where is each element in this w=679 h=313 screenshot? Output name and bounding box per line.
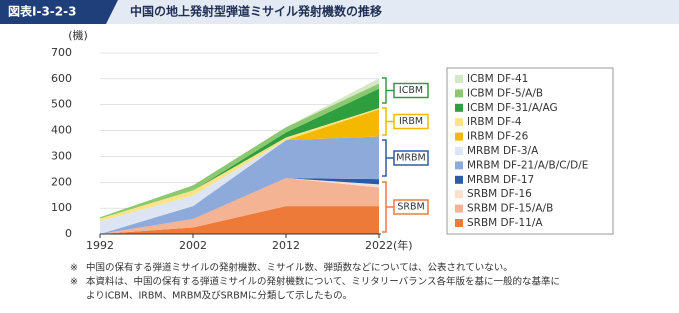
legend-swatch bbox=[455, 89, 463, 98]
group-box bbox=[393, 199, 429, 215]
area bbox=[100, 83, 379, 219]
note-text: よりICBM、IRBM、MRBM及びSRBMに分類して示したもの。 bbox=[86, 291, 352, 302]
y-tick-label: 0 bbox=[65, 227, 72, 240]
area bbox=[100, 206, 379, 234]
y-tick-label: 700 bbox=[51, 46, 72, 59]
y-tick-label: 600 bbox=[51, 72, 72, 85]
x-tick-label: 2022 bbox=[365, 239, 393, 252]
group-bracket bbox=[382, 77, 394, 104]
legend-swatch bbox=[455, 75, 463, 83]
group-label: IRBM bbox=[399, 116, 423, 127]
group-bracket bbox=[382, 139, 394, 177]
legend-label: SRBM DF-11/A bbox=[467, 217, 543, 229]
legend-swatch bbox=[455, 161, 463, 170]
group-bracket bbox=[382, 181, 394, 233]
legend-swatch bbox=[455, 147, 463, 155]
note-text: 本資料は、中国の保有する弾道ミサイルの発射機数について、ミリタリーバランス各年版… bbox=[86, 276, 560, 288]
legend-swatch bbox=[455, 132, 463, 141]
area bbox=[100, 109, 379, 222]
y-tick-label: 200 bbox=[51, 175, 72, 188]
x-unit: (年) bbox=[393, 238, 413, 252]
legend-swatch bbox=[455, 190, 463, 199]
legend-label: ICBM DF-31/A/AG bbox=[467, 102, 558, 114]
x-tick-label: 2012 bbox=[272, 239, 300, 252]
area bbox=[100, 178, 379, 234]
x-tick-label: 1992 bbox=[86, 239, 114, 252]
legend-label: IRBM DF-26 bbox=[467, 131, 529, 143]
legend-label: SRBM DF-15/A/B bbox=[467, 203, 553, 215]
y-tick-label: 500 bbox=[51, 98, 72, 111]
group-bracket bbox=[382, 107, 394, 136]
area bbox=[100, 136, 379, 234]
note-mark: ※ bbox=[70, 277, 78, 288]
y-tick-label: 100 bbox=[51, 201, 72, 214]
group-box bbox=[393, 113, 429, 130]
note-mark: ※ bbox=[70, 263, 78, 274]
legend-box bbox=[446, 67, 614, 235]
legend-label: IRBM DF-4 bbox=[467, 116, 522, 128]
legend-label: ICBM DF-5/A/B bbox=[467, 87, 543, 99]
group-label: MRBM bbox=[396, 153, 426, 164]
legend-label: MRBM DF-3/A bbox=[467, 145, 539, 157]
legend-label: ICBM DF-41 bbox=[467, 73, 528, 85]
group-box bbox=[393, 150, 429, 166]
legend-label: MRBM DF-21/A/B/C/D/E bbox=[467, 159, 588, 171]
legend-swatch bbox=[455, 219, 463, 227]
legend-swatch bbox=[455, 175, 463, 184]
legend-swatch bbox=[455, 103, 463, 112]
legend-label: SRBM DF-16 bbox=[467, 188, 532, 200]
legend-label: MRBM DF-17 bbox=[467, 174, 534, 186]
note-text: 中国の保有する弾道ミサイルの発射機数、ミサイル数、弾頭数などについては、公表され… bbox=[86, 262, 513, 274]
title: 中国の地上発射型弾道ミサイル発射機数の推移 bbox=[130, 4, 382, 19]
x-tick-label: 2002 bbox=[179, 239, 207, 252]
legend-swatch bbox=[455, 204, 463, 213]
y-unit: (機) bbox=[68, 28, 88, 42]
y-tick-label: 400 bbox=[51, 124, 72, 137]
group-box bbox=[393, 82, 429, 99]
area bbox=[100, 178, 379, 234]
group-label: SRBM bbox=[397, 202, 424, 213]
area bbox=[100, 108, 379, 222]
header-badge bbox=[0, 0, 118, 24]
legend-swatch bbox=[455, 118, 463, 127]
group-label: ICBM bbox=[399, 85, 423, 96]
area bbox=[100, 136, 379, 234]
y-tick-label: 300 bbox=[51, 149, 72, 162]
figure-number: 図表Ⅰ-3-2-3 bbox=[8, 4, 76, 19]
